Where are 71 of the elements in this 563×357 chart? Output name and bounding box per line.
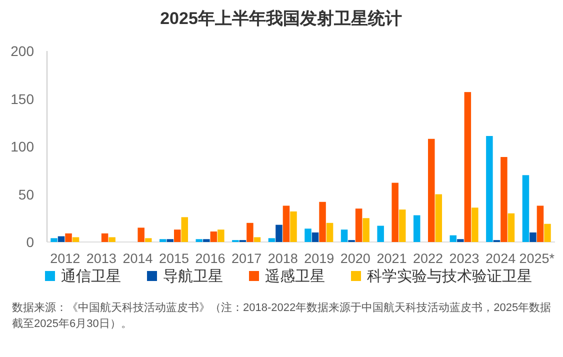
x-tick-label: 2017 xyxy=(232,251,262,266)
source-note: 数据来源：《中国航天科技活动蓝皮书》（注：2018-2022年数据来源于中国航天科技活动蓝皮书，2025年数据截至2025年6月30日）。 xyxy=(12,300,552,332)
bar xyxy=(457,239,464,242)
x-tick-label: 2014 xyxy=(122,251,154,266)
bar xyxy=(472,208,478,242)
bar xyxy=(50,238,58,242)
bar xyxy=(276,224,282,242)
bar xyxy=(101,233,108,242)
bar xyxy=(362,218,370,242)
bar xyxy=(413,215,420,242)
bar xyxy=(166,239,174,242)
bar xyxy=(58,236,65,242)
bar xyxy=(304,228,312,242)
x-tick-label: 2018 xyxy=(268,251,298,266)
x-tick-label: 2021 xyxy=(376,251,407,266)
bar xyxy=(377,226,384,242)
legend-label: 科学实验与技术验证卫星 xyxy=(367,268,532,285)
legend-label: 通信卫星 xyxy=(61,268,121,285)
bar xyxy=(246,222,254,242)
bar xyxy=(486,136,493,242)
bar xyxy=(138,228,144,242)
y-tick-label: 0 xyxy=(26,234,34,250)
bar xyxy=(536,206,544,242)
bar xyxy=(196,239,203,242)
bar xyxy=(210,231,218,242)
y-tick-label: 100 xyxy=(10,138,34,154)
bar xyxy=(312,232,319,242)
x-tick-label: 2024 xyxy=(486,251,516,266)
y-tick-label: 150 xyxy=(10,90,34,107)
bar xyxy=(464,92,472,242)
bar xyxy=(398,210,406,242)
x-tick-label: 2025* xyxy=(519,251,556,266)
x-tick-label: 2013 xyxy=(86,251,116,266)
bar xyxy=(340,230,348,242)
chart-title: 2025年上半年我国发射卫星统计 xyxy=(160,9,402,28)
x-tick-label: 2023 xyxy=(449,251,480,266)
bar xyxy=(203,239,210,242)
bar xyxy=(65,233,72,242)
bar xyxy=(522,175,530,242)
bar xyxy=(544,224,551,242)
x-tick-label: 2012 xyxy=(50,251,80,266)
legend-label: 遥感卫星 xyxy=(265,268,325,285)
x-tick-label: 2022 xyxy=(412,251,444,266)
x-tick-label: 2019 xyxy=(304,251,334,266)
bar xyxy=(159,239,166,242)
bar xyxy=(500,157,508,242)
bar xyxy=(108,237,116,242)
bar xyxy=(254,237,261,242)
bar xyxy=(392,182,398,242)
bar xyxy=(435,194,442,242)
bar xyxy=(319,202,326,242)
y-tick-label: 200 xyxy=(10,43,34,59)
bar xyxy=(181,217,188,242)
bar xyxy=(290,211,297,242)
bar xyxy=(282,206,290,242)
x-tick-label: 2015 xyxy=(158,251,190,266)
bar xyxy=(144,238,152,242)
bar xyxy=(174,230,181,242)
y-tick-label: 50 xyxy=(18,186,34,202)
bar xyxy=(355,208,362,242)
bar xyxy=(218,230,224,242)
legend-label: 导航卫星 xyxy=(163,268,223,285)
bar xyxy=(72,237,80,242)
bar xyxy=(450,235,457,242)
x-tick-label: 2016 xyxy=(195,251,226,266)
bar xyxy=(530,232,536,242)
bar xyxy=(428,138,435,242)
bar xyxy=(508,213,515,242)
bar xyxy=(326,222,334,242)
bar xyxy=(268,238,276,242)
x-tick-label: 2020 xyxy=(340,251,370,266)
